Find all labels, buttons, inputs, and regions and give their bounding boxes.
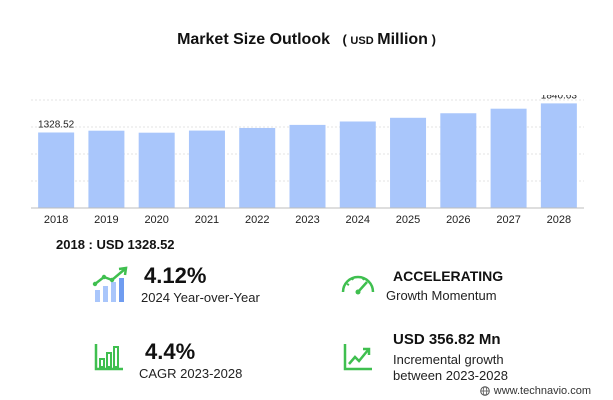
x-tick-label: 2020 <box>144 214 168 226</box>
data-label: 1840.63 <box>541 95 578 101</box>
speedometer-icon <box>340 270 376 301</box>
brand-url: www.technavio.com <box>493 385 591 397</box>
bar-2020 <box>138 132 175 208</box>
unit-close-paren: ) <box>431 32 436 47</box>
cagr-value: 4.4% <box>145 339 196 364</box>
x-tick-label: 2025 <box>396 214 420 226</box>
bar-2018 <box>38 132 75 208</box>
x-tick-label: 2027 <box>496 214 520 226</box>
bar-2023 <box>289 124 326 208</box>
yoy-label: 2024 Year-over-Year <box>141 290 260 305</box>
x-tick-label: 2021 <box>195 214 219 226</box>
incremental-label-line2: between 2023-2028 <box>393 368 508 383</box>
chart-title-text: Market Size Outlook <box>177 31 330 48</box>
cagr-label: CAGR 2023-2028 <box>139 366 243 381</box>
incremental-value: USD 356.82 Mn <box>393 331 501 348</box>
unit-open-paren: ( <box>342 32 347 47</box>
chart-unit: ( USD Million ) <box>342 31 436 48</box>
bar-2028 <box>540 103 577 208</box>
bar-2025 <box>390 117 427 208</box>
market-size-bar-chart: 2018 1328.52 2019 2020 2021 2022 2023 2024 2025 2… <box>31 95 584 226</box>
x-tick-label: 2022 <box>245 214 269 226</box>
bar-growth-icon <box>92 266 132 309</box>
x-tick-label: 2018 <box>44 214 68 226</box>
bar-2021 <box>188 130 225 208</box>
bar-chart-icon <box>94 343 124 376</box>
bar-2019 <box>88 130 125 208</box>
bar-2022 <box>239 127 276 208</box>
yoy-value: 4.12% <box>144 263 207 288</box>
bar-2027 <box>490 108 527 208</box>
unit-magnitude: Million <box>377 31 428 48</box>
unit-currency: USD <box>350 35 374 47</box>
bar-2024 <box>339 121 376 208</box>
globe-icon <box>479 386 490 396</box>
x-tick-label: 2026 <box>446 214 470 226</box>
x-tick-label: 2028 <box>547 214 571 226</box>
x-tick-label: 2023 <box>295 214 319 226</box>
brand-footer: www.technavio.com <box>479 385 591 397</box>
chart-title: Market Size Outlook ( USD Million ) <box>0 31 613 49</box>
x-tick-label: 2024 <box>346 214 370 226</box>
data-label: 1328.52 <box>38 119 75 130</box>
trend-line-icon <box>343 343 373 376</box>
momentum-label: Growth Momentum <box>386 288 497 303</box>
base-year-value: 2018 : USD 1328.52 <box>56 237 175 252</box>
incremental-label-line1: Incremental growth <box>393 352 504 367</box>
x-tick-label: 2019 <box>94 214 118 226</box>
momentum-value: ACCELERATING <box>393 268 504 284</box>
bar-2026 <box>440 113 477 208</box>
